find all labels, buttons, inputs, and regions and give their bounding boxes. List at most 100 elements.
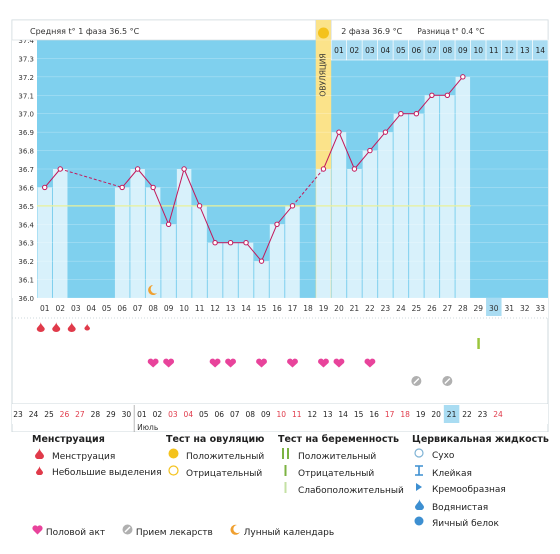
y-tick-label: 37.4 [18,37,34,45]
temperature-bar [207,242,223,298]
temperature-bar [316,169,331,298]
temperature-bar [161,224,176,298]
x-axis: 23 24 25 26 27 28 29 30 01 02 03 04 05 06 07 08 09 10 11 12… [12,404,548,432]
pill-stripe [444,378,451,384]
date-label: 25 [44,410,54,419]
date-label: 16 [369,410,379,419]
temperature-segment [199,205,216,243]
date-label: 02 [153,410,163,419]
legend-cervical-eggwhite: Яичный белок [432,519,499,529]
temperature-segment [354,150,371,170]
heart-icon [318,358,329,368]
phase2-day-label: 11 [489,46,499,55]
date-label: 20 [431,410,441,419]
heart-icon [256,358,267,368]
date-label: 27 [75,410,85,419]
date-label: 19 [416,410,426,419]
header-bar: Средняя t° 1 фаза 36.5 °C 2 фаза 36.9 °C Р… [11,19,549,61]
y-axis: C°36.036.136.236.336.436.536.636.736.836… [12,20,37,303]
temperature-bar [285,205,300,298]
temperature-bar [52,169,68,298]
temperature-point [227,240,234,246]
cycle-day-label: 26 [427,304,437,313]
temperature-point [336,129,342,135]
temperature-point [289,203,296,209]
date-label: 15 [354,410,364,419]
cycle-day-label: 27 [443,304,453,313]
legend-pregnancy-weak: Слабоположительный [298,486,404,496]
temperature-bar [362,150,378,298]
watery-drop-icon [412,499,426,517]
temperature-bar [145,187,161,298]
legend-medication: Прием лекарств [135,528,213,538]
cycle-day-label: 12 [210,304,220,313]
legend-cervical-sticky: Клейкая [432,469,472,479]
date-label: 10 [276,410,286,419]
y-tick-label: 36.5 [18,203,34,211]
cycle-day-label: 06 [117,304,127,313]
temperature-point [398,111,404,117]
cycle-day-label: 21 [350,304,360,313]
temperature-point [444,92,451,98]
date-label: 07 [230,410,240,419]
phase2-day-label: 02 [350,46,360,55]
temperature-point [150,184,156,191]
temperature-segment [152,187,170,225]
temperature-point [258,258,265,264]
temperature-point [243,240,249,246]
cycle-day-label: 30 [489,304,499,313]
date-label: 17 [385,410,395,419]
phase2-day-label: 10 [474,46,484,55]
temperature-bar [424,95,440,299]
date-label: 24 [29,410,39,419]
phase2-day-label: 01 [334,46,344,55]
temperature-point [274,221,280,227]
legend-pregnancy-positive: Положительный [298,452,377,462]
temperature-point [429,92,435,98]
cycle-day-label: 15 [257,304,267,313]
phase2-day-label: 05 [396,46,406,55]
cycle-day-label: 19 [319,304,329,313]
cycle-day-label: 09 [164,304,174,313]
temperature-point [57,166,63,172]
legend-spotting-item: Небольшие выделения [52,468,162,478]
legend-intercourse: Половой акт [45,528,106,538]
y-tick-label: 36.3 [18,240,34,248]
moon-icon [148,285,158,295]
heart-icon [32,525,43,538]
temperature-gap-segment [60,168,123,188]
temperature-segment [276,205,293,225]
sun-filled-icon [166,448,180,466]
menstruation-drop-icon [52,322,61,332]
phase2-day-label: 07 [427,46,437,55]
date-label: 03 [168,410,178,419]
temperature-gap-segment [292,168,324,207]
legend-moon: Лунный календарь [243,528,335,538]
date-row [12,404,548,424]
heart-icon [147,358,159,368]
day-markers: 01 02 03 04 05 06 07 08 09 10 11 12 13 14 15 16 17 18 19 20… [12,285,548,405]
cycle-day-label: 18 [303,304,313,313]
cycle-day-label: 31 [505,304,515,313]
temperature-bar [130,169,145,298]
temperature-bar [254,261,269,298]
legend-pregnancy-negative: Отрицательный [298,469,375,479]
temperature-bar [455,76,471,298]
y-tick-label: 36.8 [18,148,34,156]
heart-icon [209,358,221,368]
temperature-point [460,74,466,80]
phase1-text: Средняя t° 1 фаза 36.5 °C [30,27,140,36]
cycle-day-label: 20 [334,304,344,313]
legend-cervical-watery: Водянистая [432,503,489,513]
bbt-chart: ОВУЛЯЦИЯ C°36.036.136.236.336.436.536.63… [11,19,549,432]
dry-circle-icon [412,448,426,465]
y-tick-label: 37.3 [18,55,34,63]
y-tick-label: 36.2 [18,258,34,266]
temperature-point [382,129,389,135]
phase1-header [11,19,317,41]
legend-ovulation-negative: Отрицательный [186,469,263,479]
cycle-day-label: 05 [102,304,112,313]
cycle-day-label: 22 [365,304,375,313]
temperature-segment [137,168,154,188]
blood-drop-icon [32,448,46,466]
